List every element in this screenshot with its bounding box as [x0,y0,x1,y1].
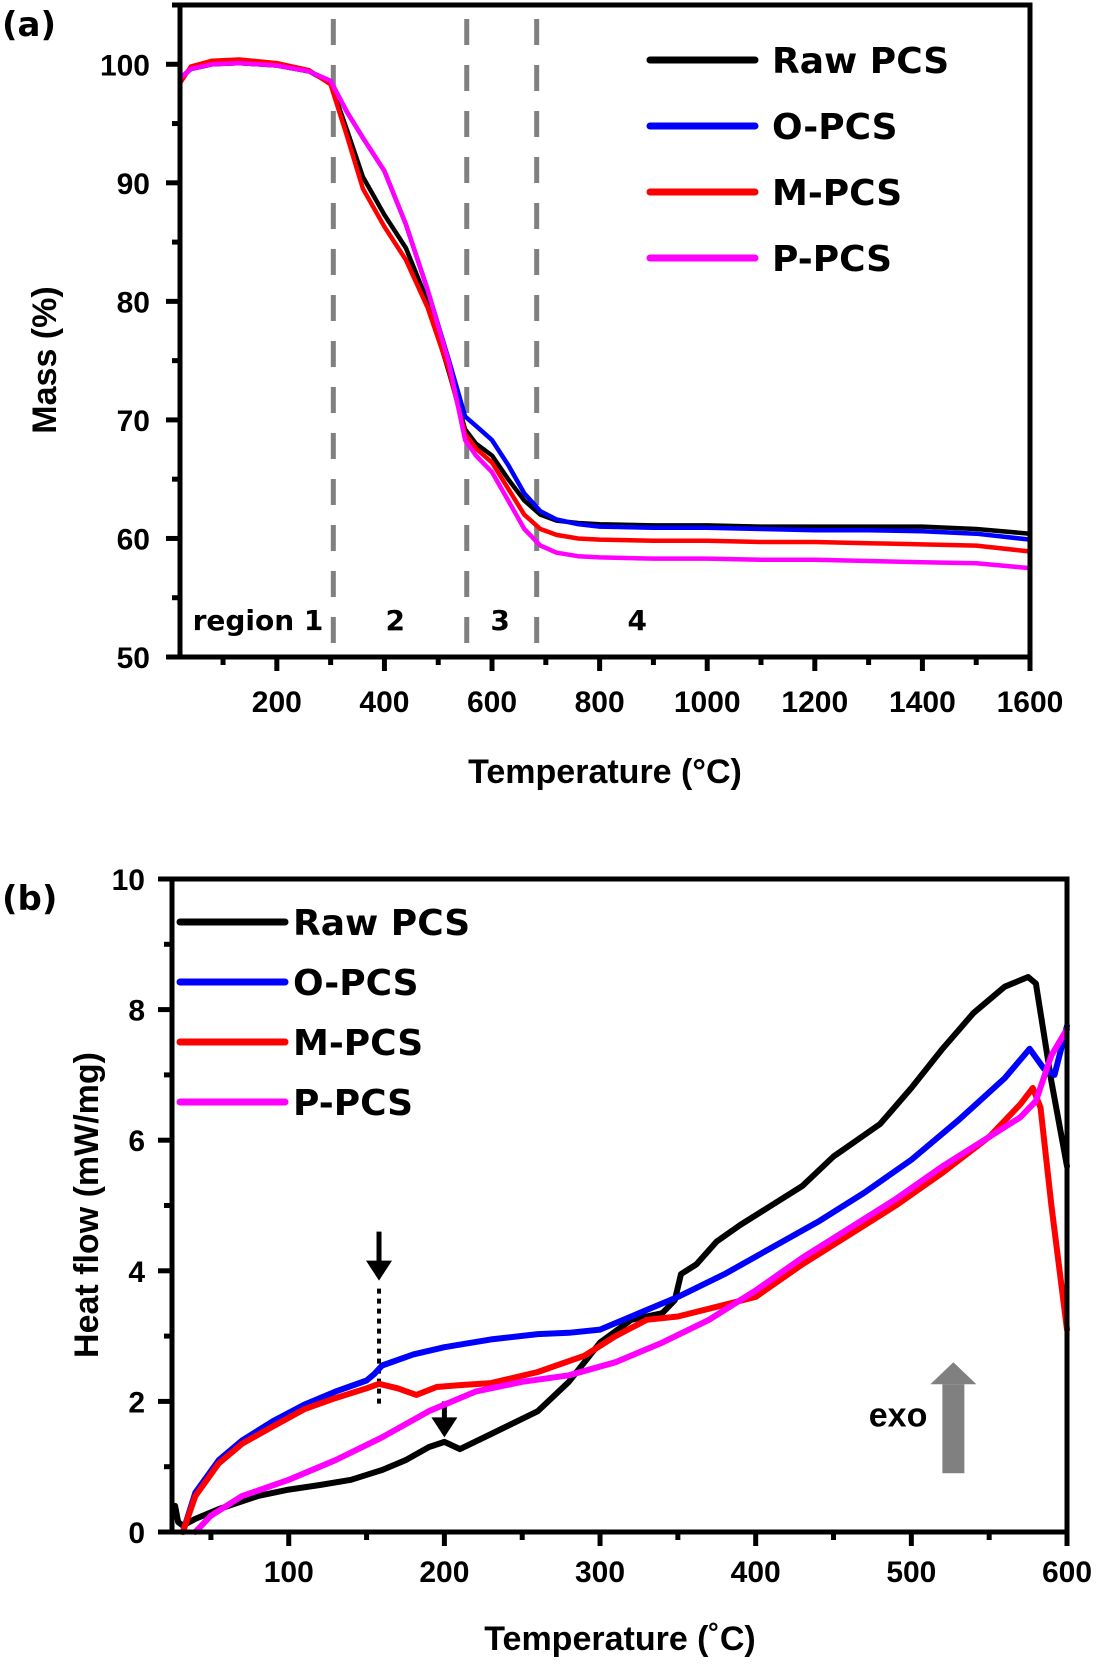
series-lines [177,57,1033,571]
series-lines [172,974,1070,1535]
legend-label: Raw PCS [293,903,470,944]
legend-item-o-pcs: O-PCS [646,107,898,148]
y-tick-label: 4 [128,1256,145,1289]
legend: Raw PCS O-PCS M-PCS P-PCS [646,41,949,280]
y-tick-label: 10 [112,864,145,897]
y-axis-title: Heat flow (mW/mg) [68,1052,106,1358]
panel-b-label: (b) [2,879,57,919]
region-dividers [330,19,540,653]
y-tick-label: 80 [117,286,150,319]
region-label: 3 [490,604,509,637]
region-labels: region 1 2 3 4 [193,604,647,637]
exo-arrow-icon [930,1362,977,1474]
y-tick-label: 60 [117,523,150,556]
legend-label: M-PCS [293,1023,423,1064]
x-axis-ticks: 200 400 600 800 1000 1200 1400 1600 [220,657,1064,719]
series-line-raw-pcs [172,974,1070,1529]
y-tick-label: 100 [100,49,150,82]
y-tick-label: 8 [128,995,145,1028]
series-line-o-pcs [177,60,1033,542]
x-tick-label: 1400 [889,686,956,719]
legend-item-o-pcs: O-PCS [176,963,419,1004]
y-axis-ticks: 0 2 4 6 8 10 [112,864,172,1550]
y-tick-label: 90 [117,168,150,201]
panel-b-heatflow-chart: (b) exo 100 200 300 400 500 600 0 2 4 6 8 10 Tempe… [2,864,1092,1658]
y-tick-label: 2 [128,1386,145,1419]
series-line-p-pcs [177,60,1033,571]
x-tick-label: 400 [731,1556,781,1589]
x-tick-label: 300 [575,1556,625,1589]
legend-item-m-pcs: M-PCS [646,173,902,214]
legend-item-raw-pcs: Raw PCS [646,41,949,82]
series-line-raw-pcs [177,60,1033,536]
panel-a-mass-chart: (a) region 1 2 3 4 200 400 600 800 1000 1200 1400… [2,2,1064,791]
series-line-p-pcs [192,1026,1070,1535]
x-tick-label: 600 [1042,1556,1092,1589]
legend-label: O-PCS [293,963,419,1004]
legend-item-p-pcs: P-PCS [646,239,892,280]
legend-item-m-pcs: M-PCS [176,1023,423,1064]
annotations: exo [366,1231,977,1474]
series-line-m-pcs [177,57,1033,554]
x-tick-label: 1200 [781,686,848,719]
x-axis-title: Temperature (˚C) [484,1620,755,1658]
x-tick-label: 1600 [997,686,1064,719]
legend-label: O-PCS [772,107,898,148]
legend-label: P-PCS [772,239,892,280]
y-tick-label: 50 [117,642,150,675]
y-axis-ticks: 50 60 70 80 90 100 [100,2,180,675]
x-tick-label: 200 [419,1556,469,1589]
x-tick-label: 600 [467,686,517,719]
legend-label: Raw PCS [772,41,949,82]
x-tick-label: 500 [886,1556,936,1589]
region-label: 4 [628,604,647,637]
legend-item-raw-pcs: Raw PCS [176,903,470,944]
x-tick-label: 100 [264,1556,314,1589]
legend-label: M-PCS [772,173,902,214]
legend-item-p-pcs: P-PCS [176,1083,413,1124]
panel-a-label: (a) [2,5,56,45]
legend-label: P-PCS [293,1083,413,1124]
x-tick-label: 200 [252,686,302,719]
y-tick-label: 0 [128,1517,145,1550]
y-tick-label: 6 [128,1125,145,1158]
x-axis-title: Temperature (°C) [468,753,742,791]
arrow-down-icon [366,1231,393,1281]
region-label: 2 [385,604,404,637]
legend: Raw PCS O-PCS M-PCS P-PCS [176,903,470,1124]
region-label: region 1 [193,604,324,637]
x-tick-label: 1000 [674,686,741,719]
x-tick-label: 800 [575,686,625,719]
x-tick-label: 400 [359,686,409,719]
series-line-o-pcs [179,1022,1070,1535]
exo-label: exo [869,1396,928,1434]
y-tick-label: 70 [117,405,150,438]
x-axis-ticks: 100 200 300 400 500 600 [208,1532,1092,1589]
y-axis-title: Mass (%) [26,286,64,433]
plot-frame [177,2,1033,660]
